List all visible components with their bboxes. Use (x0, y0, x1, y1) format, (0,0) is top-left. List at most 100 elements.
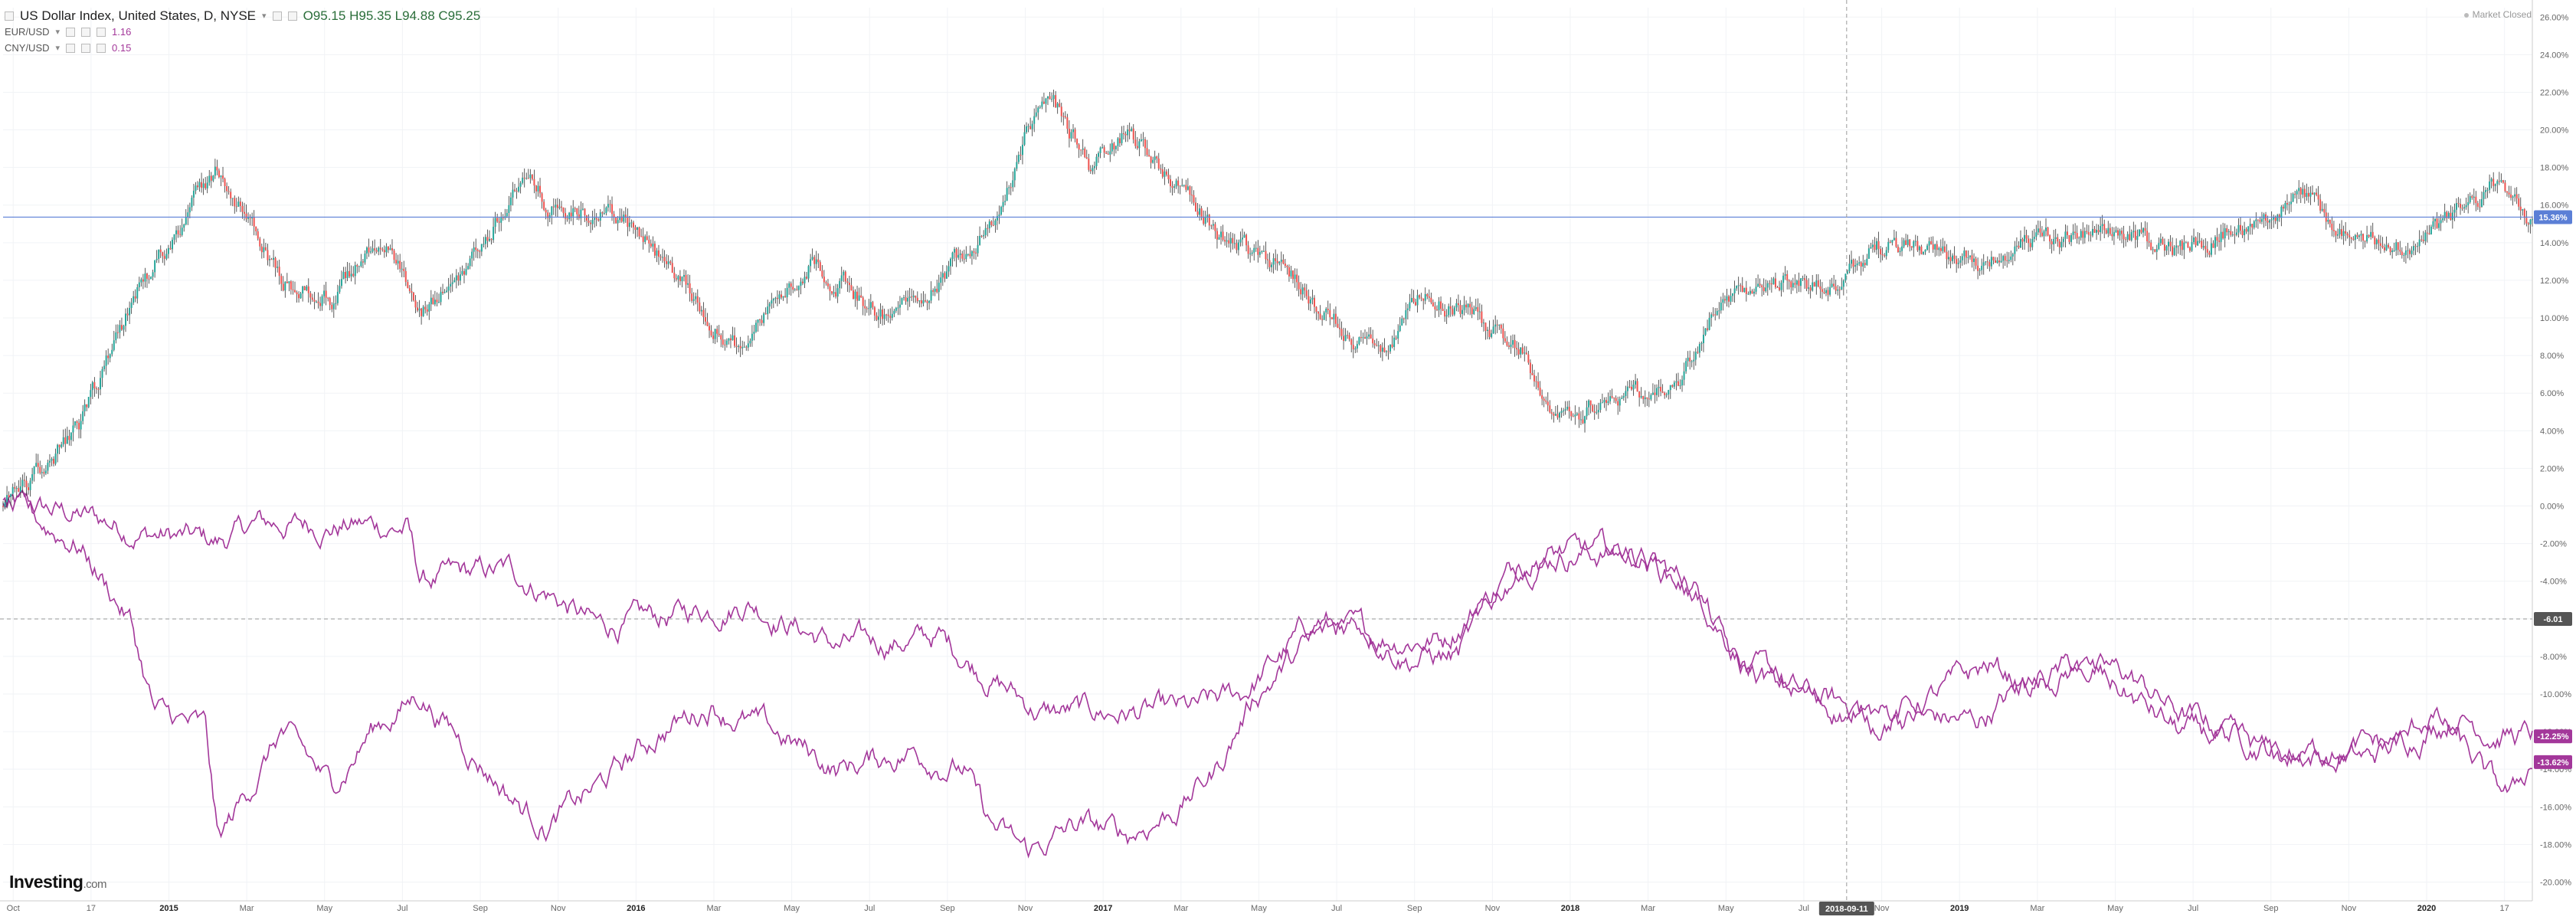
candle (191, 197, 193, 208)
candle (2496, 181, 2499, 185)
candle (1334, 313, 1337, 324)
settings-icon[interactable] (66, 43, 76, 53)
legend-compare-row-cnyusd[interactable]: CNY/USD ▾ 0.15 (5, 40, 480, 56)
candle (2043, 231, 2045, 237)
candle (1452, 309, 1454, 315)
hide-icon[interactable] (287, 11, 297, 21)
candle (1622, 396, 1625, 398)
chevron-down-icon[interactable]: ▾ (55, 43, 61, 53)
candle (403, 268, 405, 271)
candle (1000, 207, 1003, 215)
candle (613, 214, 615, 218)
candle (480, 244, 483, 252)
candle (514, 189, 516, 192)
candle (1673, 382, 1675, 387)
candle (1726, 296, 1728, 301)
candle (1842, 280, 1844, 287)
candle (2235, 232, 2237, 235)
series-line-eurusd[interactable] (2, 489, 2533, 768)
settings-icon[interactable] (272, 11, 282, 21)
candle (518, 186, 520, 192)
candle (1948, 257, 1949, 260)
candle (687, 283, 689, 285)
candle (1140, 139, 1142, 142)
candle (1584, 416, 1586, 424)
candle (2510, 194, 2512, 198)
candle (152, 272, 154, 277)
series-line-cnyusd[interactable] (2, 491, 2533, 859)
candle (1085, 157, 1088, 159)
candle (2132, 231, 2135, 233)
candle (352, 273, 355, 277)
candle (2498, 181, 2500, 182)
legend-main-row[interactable]: US Dollar Index, United States, D, NYSE … (5, 8, 480, 24)
candle (379, 247, 381, 250)
candle (187, 212, 189, 218)
x-tick-label: 2017 (1094, 904, 1112, 913)
candle (1331, 317, 1333, 319)
candle (202, 183, 205, 188)
hide-icon[interactable] (81, 27, 91, 37)
candle (235, 206, 237, 208)
candle (278, 267, 280, 277)
candle (1220, 231, 1223, 237)
candle (19, 486, 21, 493)
candle (1825, 290, 1827, 293)
candle (2177, 245, 2179, 247)
candle (1045, 98, 1047, 104)
settings-icon[interactable] (66, 27, 76, 37)
candle (1488, 329, 1491, 337)
candle (294, 290, 296, 293)
remove-icon[interactable] (97, 43, 106, 53)
candle (1520, 347, 1522, 355)
y-tick-label: -10.00% (2540, 690, 2571, 699)
candle (1885, 250, 1887, 257)
candle (1901, 246, 1903, 251)
candlestick-series[interactable] (2, 90, 2533, 512)
candle (2422, 240, 2424, 241)
candle (2091, 228, 2093, 236)
candle (463, 270, 465, 275)
candle (1113, 143, 1115, 149)
candle (2514, 194, 2516, 197)
candle (1792, 283, 1794, 288)
candle (2490, 178, 2493, 182)
collapse-icon[interactable] (5, 11, 14, 21)
candle (1973, 258, 1975, 262)
candle (10, 493, 12, 497)
remove-icon[interactable] (97, 27, 106, 37)
candle (2029, 243, 2031, 247)
legend-compare-row-eurusd[interactable]: EUR/USD ▾ 1.16 (5, 24, 480, 40)
candle (908, 296, 911, 298)
chevron-down-icon[interactable]: ▾ (55, 27, 61, 37)
candle (437, 302, 440, 303)
candle (2142, 228, 2144, 233)
candle (1013, 169, 1016, 181)
candle (1006, 188, 1008, 201)
candle (2, 506, 4, 507)
candle (2483, 192, 2485, 199)
candle (2269, 220, 2271, 223)
candle (873, 307, 876, 316)
candle (450, 283, 452, 287)
candle (1723, 299, 1726, 301)
candle (729, 338, 732, 341)
candle (806, 277, 808, 279)
candle (1262, 250, 1265, 252)
candle (1463, 304, 1465, 310)
candle (111, 349, 113, 355)
candle (836, 288, 839, 297)
candle (2327, 220, 2329, 222)
candle (201, 182, 203, 188)
candle (500, 218, 502, 223)
candle (2035, 232, 2038, 237)
candle (342, 271, 345, 280)
candle (2302, 188, 2304, 195)
candle (1926, 245, 1929, 250)
candle (374, 248, 376, 250)
hide-icon[interactable] (81, 43, 91, 53)
candle (1866, 258, 1868, 265)
chevron-down-icon[interactable]: ▾ (262, 11, 267, 21)
